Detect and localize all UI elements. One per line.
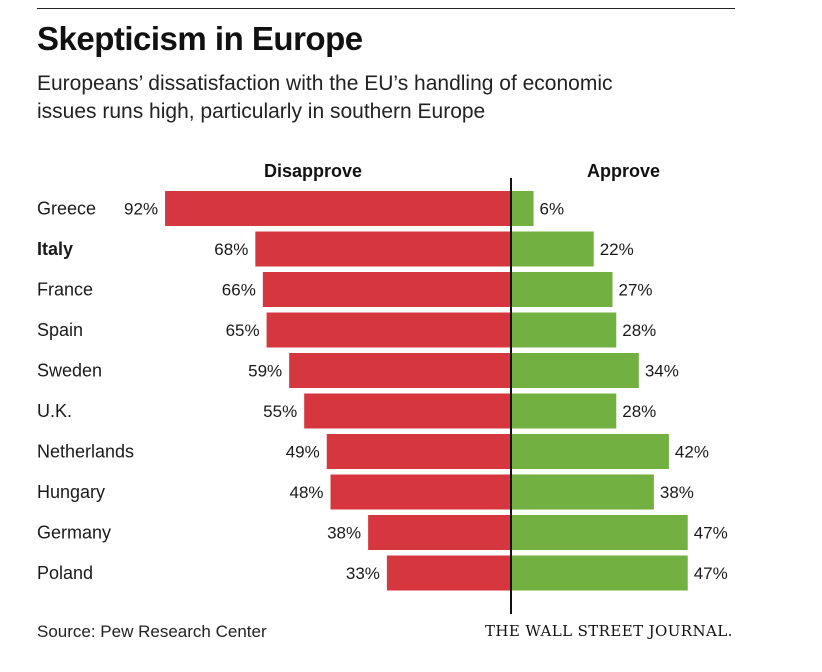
category-label: U.K. [37,401,72,421]
approve-value-label: 38% [660,483,694,502]
disapprove-bar [326,434,511,469]
disapprove-value-label: 92% [124,200,158,219]
approve-bar [511,353,639,388]
category-label: Greece [37,199,96,219]
approve-header: Approve [587,161,661,181]
disapprove-bar [289,353,511,388]
approve-bar [511,272,613,307]
disapprove-value-label: 48% [289,483,323,502]
disapprove-bar [330,474,511,510]
approve-bar [511,231,594,267]
category-label: Italy [37,239,73,259]
disapprove-bar [368,515,511,550]
disapprove-value-label: 55% [263,402,297,421]
category-label: Poland [37,563,93,583]
approve-bar [511,434,669,469]
disapprove-bar [262,272,511,307]
top-rule [37,8,735,9]
disapprove-value-label: 33% [346,564,380,583]
approve-bar [511,555,688,591]
approve-value-label: 22% [600,240,634,259]
disapprove-header: Disapprove [264,161,363,181]
disapprove-value-label: 38% [327,524,361,543]
chart-title: Skepticism in Europe [37,20,363,57]
approve-bar [511,515,688,550]
approve-value-label: 34% [645,362,679,381]
category-label: France [37,280,93,300]
category-label: Germany [37,523,111,543]
disapprove-bar [386,555,511,591]
category-label: Hungary [37,482,105,502]
approve-bar [511,312,617,348]
publisher-logo: THE WALL STREET JOURNAL. [485,622,733,640]
approve-value-label: 47% [694,524,728,543]
disapprove-bar [304,393,511,429]
approve-bar [511,191,534,226]
approve-bar [511,474,654,510]
disapprove-bar [165,191,511,226]
approve-value-label: 6% [540,200,565,219]
disapprove-value-label: 59% [248,362,282,381]
disapprove-value-label: 49% [286,443,320,462]
chart-subtitle: Europeans’ dissatisfaction with the EU’s… [37,72,613,123]
approve-value-label: 42% [675,443,709,462]
disapprove-value-label: 65% [226,321,260,340]
disapprove-bar [266,312,511,348]
approve-bar [511,393,617,429]
category-label: Sweden [37,361,102,381]
approve-value-label: 28% [622,321,656,340]
disapprove-value-label: 66% [222,281,256,300]
approve-value-label: 47% [694,564,728,583]
approve-value-label: 27% [619,281,653,300]
category-label: Spain [37,320,83,340]
category-label: Netherlands [37,442,134,462]
disapprove-bar [255,231,511,267]
source-note: Source: Pew Research Center [37,622,267,641]
approve-value-label: 28% [622,402,656,421]
disapprove-value-label: 68% [214,240,248,259]
